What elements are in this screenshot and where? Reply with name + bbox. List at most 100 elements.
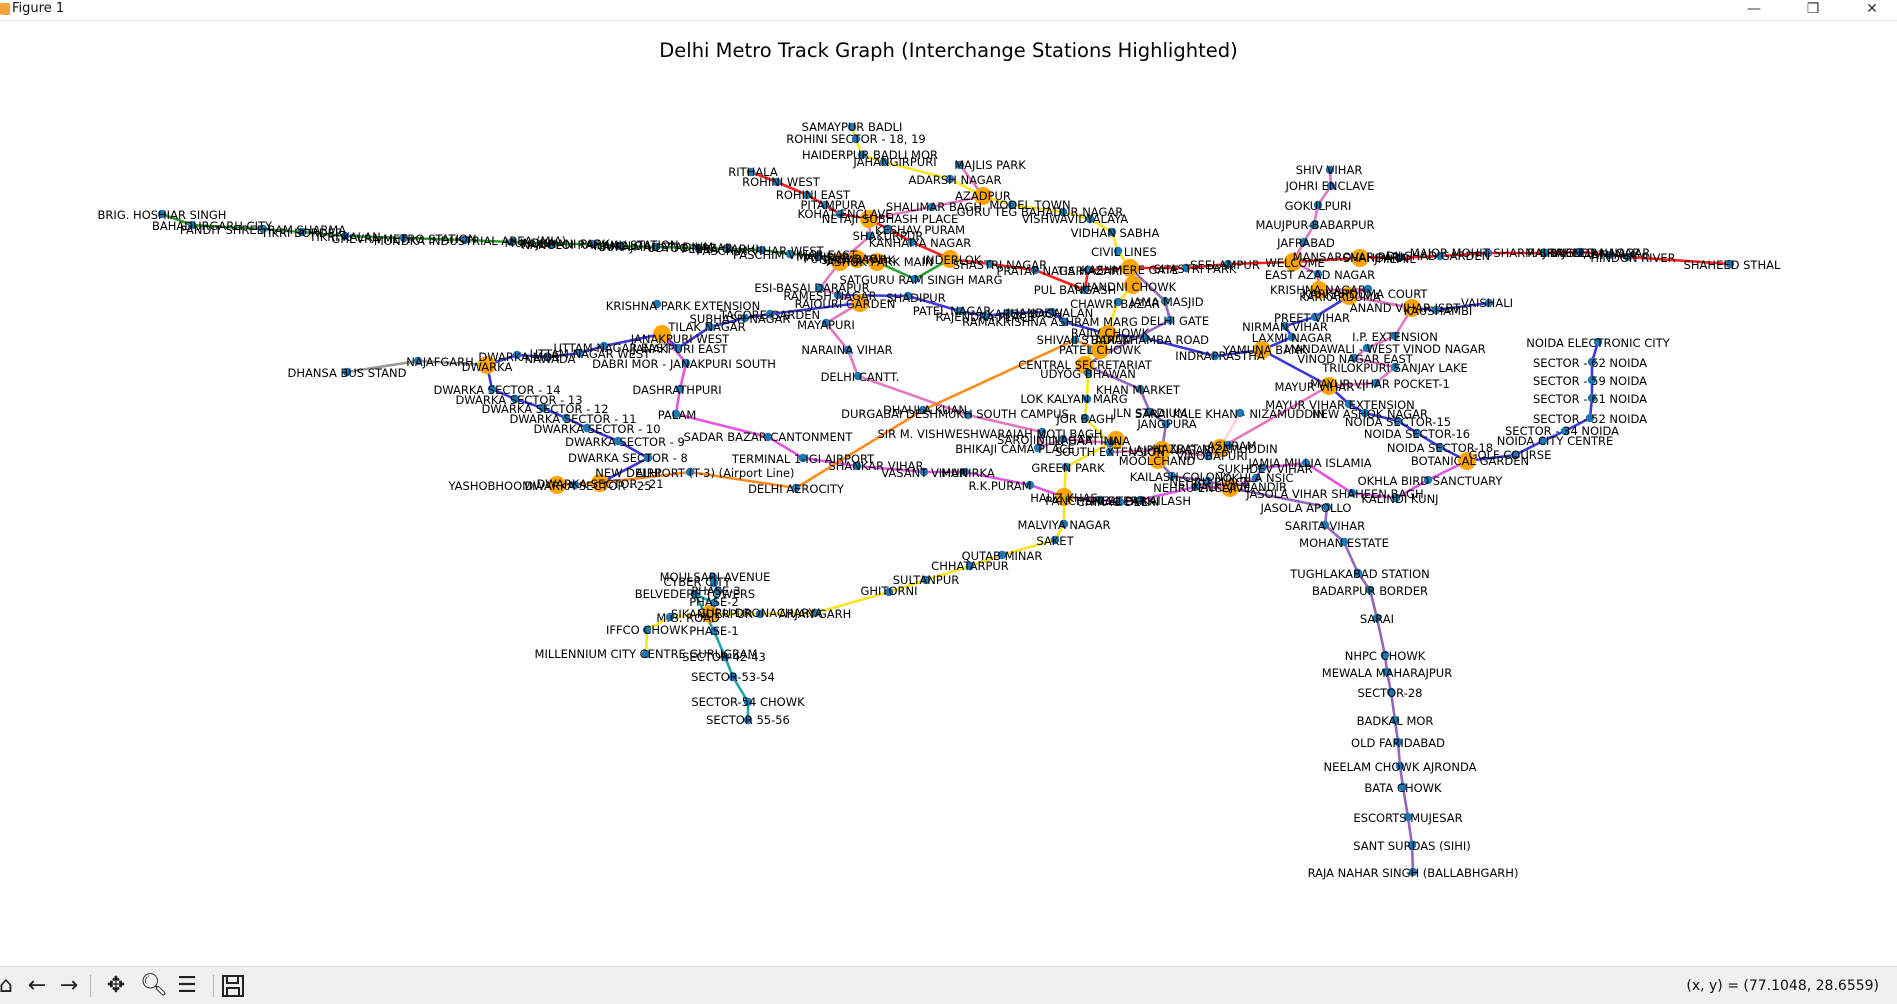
station-node <box>613 436 623 446</box>
interchange-node <box>1310 281 1328 299</box>
station-label: JANGPURA <box>1136 417 1196 431</box>
track-edge <box>963 470 1032 487</box>
station-label: EAST AZAD NAGAR <box>1265 268 1375 282</box>
station-node <box>820 200 830 210</box>
station-label: HINDON RIVER <box>1590 251 1675 265</box>
track-edge <box>261 227 304 234</box>
track-edge <box>1434 301 1491 312</box>
maximize-button[interactable]: ❐ <box>1806 1 1820 17</box>
station-label: JASOLA VIHAR SHAHEEN BAGH <box>1245 487 1423 501</box>
station-label: SULTANPUR <box>893 573 959 587</box>
track-edge <box>1083 416 1112 445</box>
track-edge <box>1342 540 1360 575</box>
back-arrow-icon[interactable]: ← <box>27 973 47 998</box>
station-label: VAISHALI <box>1461 296 1513 310</box>
station-node <box>1135 384 1145 394</box>
station-label: PHASE-3 <box>691 584 740 598</box>
station-label: VINOD NAGAR EAST <box>1297 352 1414 366</box>
station-node <box>1585 413 1595 423</box>
station-node <box>1313 200 1323 210</box>
station-node <box>1540 248 1550 258</box>
station-node <box>1190 482 1200 492</box>
station-label: RAMAKRISHNA ASHRAM MARG <box>962 315 1138 329</box>
station-label: CHHATARPUR <box>931 559 1009 573</box>
station-node <box>673 343 683 353</box>
station-node <box>713 586 723 596</box>
track-edge <box>1375 616 1387 657</box>
station-node <box>1390 362 1400 372</box>
zoom-icon[interactable]: 🔍︎ <box>140 973 168 998</box>
station-node <box>1223 440 1233 450</box>
interchange-node <box>1149 451 1167 469</box>
station-node <box>1083 265 1093 275</box>
station-label: GURU TEG BAHADUR NAGAR <box>957 205 1123 219</box>
figure-canvas[interactable]: Delhi Metro Track Graph (Interchange Sta… <box>0 20 1897 966</box>
track-edge <box>1218 384 1331 450</box>
configure-subplots-icon[interactable]: ☰ <box>177 973 197 998</box>
track-edge <box>510 240 554 246</box>
station-label: KRISHNA PARK EXTENSION <box>606 299 760 313</box>
station-node <box>853 371 863 381</box>
home-icon[interactable]: ⌂ <box>0 973 13 998</box>
station-node <box>743 697 753 707</box>
station-label: BARAKHAMBA ROAD <box>1091 333 1209 347</box>
station-label: JAMA MASJID <box>1129 295 1203 309</box>
station-label: MAYAPURI <box>797 318 855 332</box>
save-icon[interactable] <box>221 975 245 997</box>
station-label: MAYUR VIHAR -I <box>1275 380 1366 394</box>
station-node <box>833 290 843 300</box>
station-node <box>1235 408 1245 418</box>
station-label: HAZRAT NIZAMUDDIN <box>1152 442 1277 456</box>
track-edge <box>602 332 664 348</box>
station-node <box>1113 246 1123 256</box>
track-edge <box>645 615 672 632</box>
station-node <box>510 394 520 404</box>
track-edge <box>824 321 850 352</box>
interchange-node <box>478 356 496 374</box>
station-label: KRISHNA NAGAR <box>1270 283 1366 297</box>
station-label: TIKRI KALAN <box>308 230 380 244</box>
station-label: NEELAM CHOWK AJRONDA <box>1324 760 1477 774</box>
pan-icon[interactable]: ✥ <box>106 973 126 998</box>
forward-arrow-icon[interactable]: → <box>59 973 79 998</box>
station-label: DASHRATHPURI <box>632 383 721 397</box>
track-edge <box>416 359 489 367</box>
track-edge <box>300 230 347 238</box>
station-node <box>588 239 598 249</box>
station-node <box>615 241 625 251</box>
station-label: UDYOG BHAWAN <box>1040 367 1136 381</box>
track-edge <box>794 408 925 490</box>
track-edge <box>1543 250 1582 255</box>
station-label: VISHWAVIDYALAYA <box>1022 212 1128 226</box>
station-label: ROHINI EAST <box>776 188 851 202</box>
station-label: KARKARDUMA COURT <box>1303 287 1429 301</box>
minimize-button[interactable]: — <box>1747 1 1761 17</box>
station-label: SIR M. VISHWESHWARAIAH MOTI BAGH <box>877 427 1102 441</box>
station-label: SECTOR - 34 NOIDA <box>1505 424 1619 438</box>
track-edge <box>1401 785 1410 819</box>
station-label: PHASE-2 <box>689 595 738 609</box>
station-node <box>1382 667 1392 677</box>
station-label: OLD FARIDABAD <box>1351 736 1445 750</box>
track-edge <box>598 470 692 485</box>
station-node <box>1007 200 1017 210</box>
close-button[interactable]: ✕ <box>1866 1 1878 17</box>
station-node <box>1203 451 1213 461</box>
station-label: CYBER CITY <box>663 575 731 589</box>
station-label: JANAKPURI WEST <box>630 332 730 346</box>
track-edge <box>1228 486 1329 509</box>
station-node <box>1403 812 1413 822</box>
station-label: SHAHDARA <box>1343 251 1408 265</box>
station-label: SAROJINI NAGAR <box>997 433 1093 447</box>
station-label: KAILASH COLONY <box>1130 470 1231 484</box>
station-label: PATEL CHOWK <box>1059 343 1142 357</box>
station-label: SEELAMPUR <box>1190 258 1260 272</box>
window-titlebar: Figure 1 — ❐ ✕ <box>0 0 1897 21</box>
station-label: MUNDKA <box>504 236 555 250</box>
track-edge <box>678 361 688 391</box>
station-label: BRIG. HOSHIAR SINGH <box>98 208 227 222</box>
station-node <box>1394 253 1404 263</box>
track-edge <box>921 338 1077 412</box>
station-label: TRILOKPURI SANJAY LAKE <box>1321 361 1468 375</box>
station-node <box>690 589 700 599</box>
